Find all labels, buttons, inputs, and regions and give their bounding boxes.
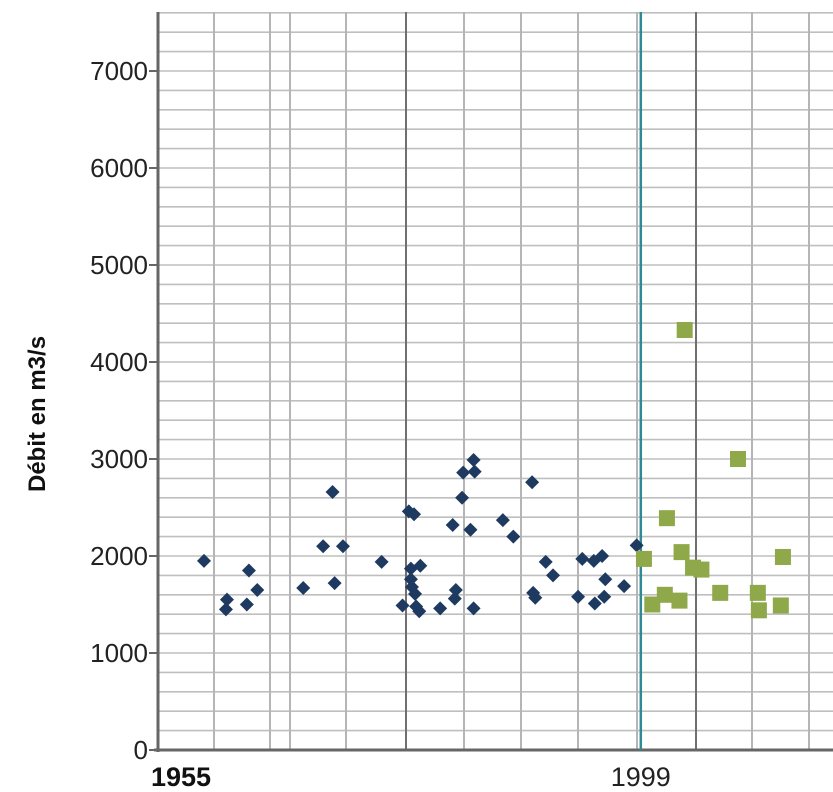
data-point [445, 517, 460, 532]
data-point [433, 601, 448, 616]
data-point [316, 539, 331, 554]
data-point [571, 589, 586, 604]
data-point [525, 475, 540, 490]
data-point [656, 586, 673, 603]
y-tick-label: 4000 [90, 347, 148, 377]
y-tick-label: 3000 [90, 444, 148, 474]
data-point [495, 513, 510, 528]
data-point [617, 579, 632, 594]
x-tick-labels: 1955 1999 [151, 762, 671, 792]
series-1 [196, 452, 644, 619]
data-point [750, 602, 767, 619]
data-point [327, 576, 342, 591]
data-point [412, 604, 427, 619]
data-point [676, 321, 693, 338]
data-point [335, 539, 350, 554]
data-point [447, 591, 462, 606]
y-axis-label: Débit en m3/s [24, 336, 51, 492]
y-tick-label: 1000 [90, 638, 148, 668]
data-point [296, 581, 311, 596]
x-tick-label: 1999 [611, 762, 671, 792]
data-point [749, 584, 766, 601]
x-tick-label: 1955 [151, 762, 211, 792]
data-point [456, 465, 471, 480]
axes [149, 12, 833, 752]
data-point [407, 507, 422, 522]
y-tick-labels: 0 1000 2000 3000 4000 5000 6000 7000 [90, 56, 148, 765]
data-point [629, 538, 644, 553]
data-point [448, 582, 463, 597]
data-point [546, 568, 561, 583]
data-point [467, 464, 482, 479]
data-point [374, 554, 389, 569]
data-point [772, 597, 789, 614]
data-point [595, 549, 610, 563]
data-point [597, 589, 612, 604]
data-point [250, 582, 265, 597]
y-tick-label: 7000 [90, 56, 148, 86]
data-point [635, 550, 652, 567]
data-point [413, 558, 428, 573]
data-point [466, 601, 481, 616]
data-point [538, 554, 553, 569]
data-point [395, 598, 410, 613]
data-point [712, 584, 729, 601]
y-tick-label: 5000 [90, 250, 148, 280]
data-point [587, 596, 602, 611]
data-point [671, 592, 688, 609]
data-point [598, 572, 613, 587]
data-point [506, 529, 521, 544]
data-point [528, 590, 543, 605]
data-point [466, 452, 481, 467]
data-point [239, 597, 254, 612]
data-point [463, 522, 478, 537]
data-point [408, 586, 423, 601]
y-tick-label: 0 [134, 735, 148, 765]
data-point [219, 592, 234, 607]
data-point [658, 510, 675, 527]
y-tick-label: 2000 [90, 541, 148, 571]
data-point [673, 544, 690, 561]
data-point [729, 451, 746, 467]
major-gridlines [405, 12, 697, 750]
data-point [196, 553, 211, 568]
data-point [774, 548, 791, 565]
data-point [325, 484, 340, 499]
data-point [693, 561, 710, 578]
data-series [196, 321, 791, 619]
data-point [644, 596, 661, 613]
data-point [455, 490, 470, 505]
data-point [218, 602, 233, 617]
y-tick-label: 6000 [90, 153, 148, 183]
data-point [575, 551, 590, 566]
series-2 [635, 321, 791, 619]
data-point [241, 563, 256, 578]
minor-gridlines [158, 12, 833, 750]
